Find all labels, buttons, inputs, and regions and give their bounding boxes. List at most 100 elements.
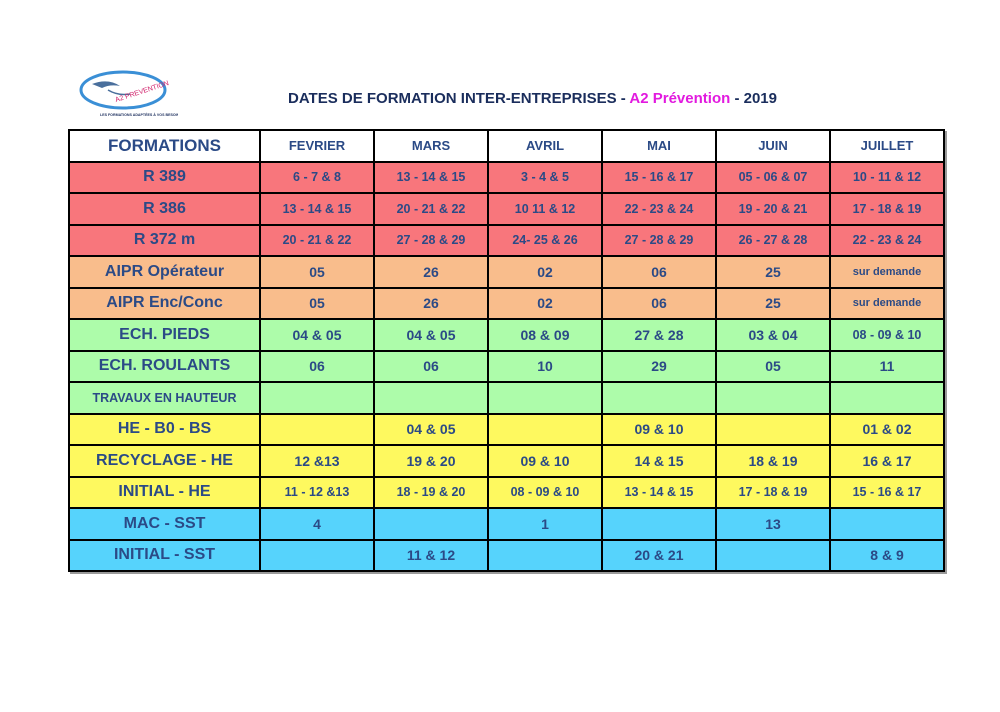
date-cell: [715, 538, 831, 572]
column-header-juillet: JUILLET: [829, 129, 945, 163]
formation-label: R 372 m: [68, 223, 261, 257]
table-row: INITIAL - SST 11 & 12 20 & 21 8 & 9: [68, 538, 945, 572]
date-cell: 26: [373, 286, 489, 320]
table-row: R 372 m 20 - 21 & 22 27 - 28 & 29 24- 25 & …: [68, 223, 945, 257]
table-row: ECH. PIEDS 04 & 05 04 & 05 08 & 09 27 & 28 03…: [68, 318, 945, 352]
date-cell: 20 - 21 & 22: [259, 223, 375, 257]
date-cell: [487, 412, 603, 446]
date-cell: 13 - 14 & 15: [259, 192, 375, 226]
date-cell: 12 &13: [259, 444, 375, 478]
formation-label: R 389: [68, 160, 261, 194]
column-header-avril: AVRIL: [487, 129, 603, 163]
a2-prevention-logo: A2 PREVENTION LES FORMATIONS ADAPTÉES À …: [78, 70, 182, 128]
date-cell: 25: [715, 286, 831, 320]
date-cell: 15 - 16 & 17: [601, 160, 717, 194]
formation-label: ECH. ROULANTS: [68, 349, 261, 383]
table-row: RECYCLAGE - HE 12 &13 19 & 20 09 & 10 14 & 1…: [68, 444, 945, 478]
date-cell: 20 & 21: [601, 538, 717, 572]
date-cell: 27 - 28 & 29: [373, 223, 489, 257]
svg-text:A2 PREVENTION: A2 PREVENTION: [114, 80, 169, 104]
date-cell: 09 & 10: [601, 412, 717, 446]
date-cell: 10: [487, 349, 603, 383]
formation-label: INITIAL - SST: [68, 538, 261, 572]
date-cell: 14 & 15: [601, 444, 717, 478]
date-cell: 05: [259, 255, 375, 289]
date-cell: [715, 381, 831, 415]
date-cell: 18 & 19: [715, 444, 831, 478]
formation-label: HE - B0 - BS: [68, 412, 261, 446]
date-cell: 06: [259, 349, 375, 383]
table-row: MAC - SST 4 1 13: [68, 507, 945, 541]
date-cell: [829, 507, 945, 541]
date-cell: 6 - 7 & 8: [259, 160, 375, 194]
logo-emblem-icon: A2 PREVENTION LES FORMATIONS ADAPTÉES À …: [79, 70, 182, 117]
column-header-formations: FORMATIONS: [68, 129, 261, 163]
date-cell: 06: [373, 349, 489, 383]
date-cell: 04 & 05: [259, 318, 375, 352]
formation-label: AIPR Enc/Conc: [68, 286, 261, 320]
column-header-fevrier: FEVRIER: [259, 129, 375, 163]
table-row: AIPR Opérateur 05 26 02 06 25 sur demande: [68, 255, 945, 289]
title-suffix: - 2019: [730, 90, 777, 107]
date-cell: 17 - 18 & 19: [715, 475, 831, 509]
date-cell: [487, 381, 603, 415]
formation-label: MAC - SST: [68, 507, 261, 541]
date-cell: [601, 507, 717, 541]
date-cell: 24- 25 & 26: [487, 223, 603, 257]
date-cell: [829, 381, 945, 415]
formation-label: R 386: [68, 192, 261, 226]
formation-label: TRAVAUX EN HAUTEUR: [68, 381, 261, 415]
column-header-mars: MARS: [373, 129, 489, 163]
training-schedule-table: FORMATIONS FEVRIER MARS AVRIL MAI JUIN J…: [68, 129, 945, 572]
date-cell: 02: [487, 255, 603, 289]
date-cell: 26: [373, 255, 489, 289]
column-header-juin: JUIN: [715, 129, 831, 163]
date-cell: 3 - 4 & 5: [487, 160, 603, 194]
date-cell: 10 11 & 12: [487, 192, 603, 226]
table-row: HE - B0 - BS 04 & 05 09 & 10 01 & 02: [68, 412, 945, 446]
date-cell: 08 - 09 & 10: [829, 318, 945, 352]
date-cell: [715, 412, 831, 446]
date-cell: 1: [487, 507, 603, 541]
date-cell: 08 & 09: [487, 318, 603, 352]
table-row: R 386 13 - 14 & 15 20 - 21 & 22 10 11 & 12 2…: [68, 192, 945, 226]
date-cell: [259, 538, 375, 572]
date-cell: 8 & 9: [829, 538, 945, 572]
formation-label: RECYCLAGE - HE: [68, 444, 261, 478]
date-cell: 11 & 12: [373, 538, 489, 572]
date-cell: 18 - 19 & 20: [373, 475, 489, 509]
date-cell: 29: [601, 349, 717, 383]
date-cell: [373, 507, 489, 541]
date-cell: 06: [601, 286, 717, 320]
date-cell: 26 - 27 & 28: [715, 223, 831, 257]
date-cell: 04 & 05: [373, 318, 489, 352]
date-cell: 19 & 20: [373, 444, 489, 478]
date-cell: 25: [715, 255, 831, 289]
date-cell: 05 - 06 & 07: [715, 160, 831, 194]
formation-label: AIPR Opérateur: [68, 255, 261, 289]
table-row: ECH. ROULANTS 06 06 10 29 05 11: [68, 349, 945, 383]
date-cell: 22 - 23 & 24: [601, 192, 717, 226]
date-cell: sur demande: [829, 286, 945, 320]
table-body: R 389 6 - 7 & 8 13 - 14 & 15 3 - 4 & 5 15 - …: [68, 160, 945, 572]
date-cell: sur demande: [829, 255, 945, 289]
date-cell: 15 - 16 & 17: [829, 475, 945, 509]
date-cell: 02: [487, 286, 603, 320]
table-header-row: FORMATIONS FEVRIER MARS AVRIL MAI JUIN J…: [68, 129, 945, 163]
page-title: DATES DE FORMATION INTER-ENTREPRISES - A…: [288, 90, 777, 107]
date-cell: [373, 381, 489, 415]
table-row: AIPR Enc/Conc 05 26 02 06 25 sur demande: [68, 286, 945, 320]
date-cell: 19 - 20 & 21: [715, 192, 831, 226]
date-cell: 01 & 02: [829, 412, 945, 446]
table-row: R 389 6 - 7 & 8 13 - 14 & 15 3 - 4 & 5 15 - …: [68, 160, 945, 194]
date-cell: 27 & 28: [601, 318, 717, 352]
date-cell: 11 - 12 &13: [259, 475, 375, 509]
table-row: INITIAL - HE 11 - 12 &13 18 - 19 & 20 08 - …: [68, 475, 945, 509]
formation-label: INITIAL - HE: [68, 475, 261, 509]
date-cell: 13: [715, 507, 831, 541]
date-cell: [601, 381, 717, 415]
date-cell: 20 - 21 & 22: [373, 192, 489, 226]
date-cell: 08 - 09 & 10: [487, 475, 603, 509]
svg-text:LES FORMATIONS ADAPTÉES À VOS: LES FORMATIONS ADAPTÉES À VOS BESOINS: [100, 112, 178, 117]
date-cell: [487, 538, 603, 572]
